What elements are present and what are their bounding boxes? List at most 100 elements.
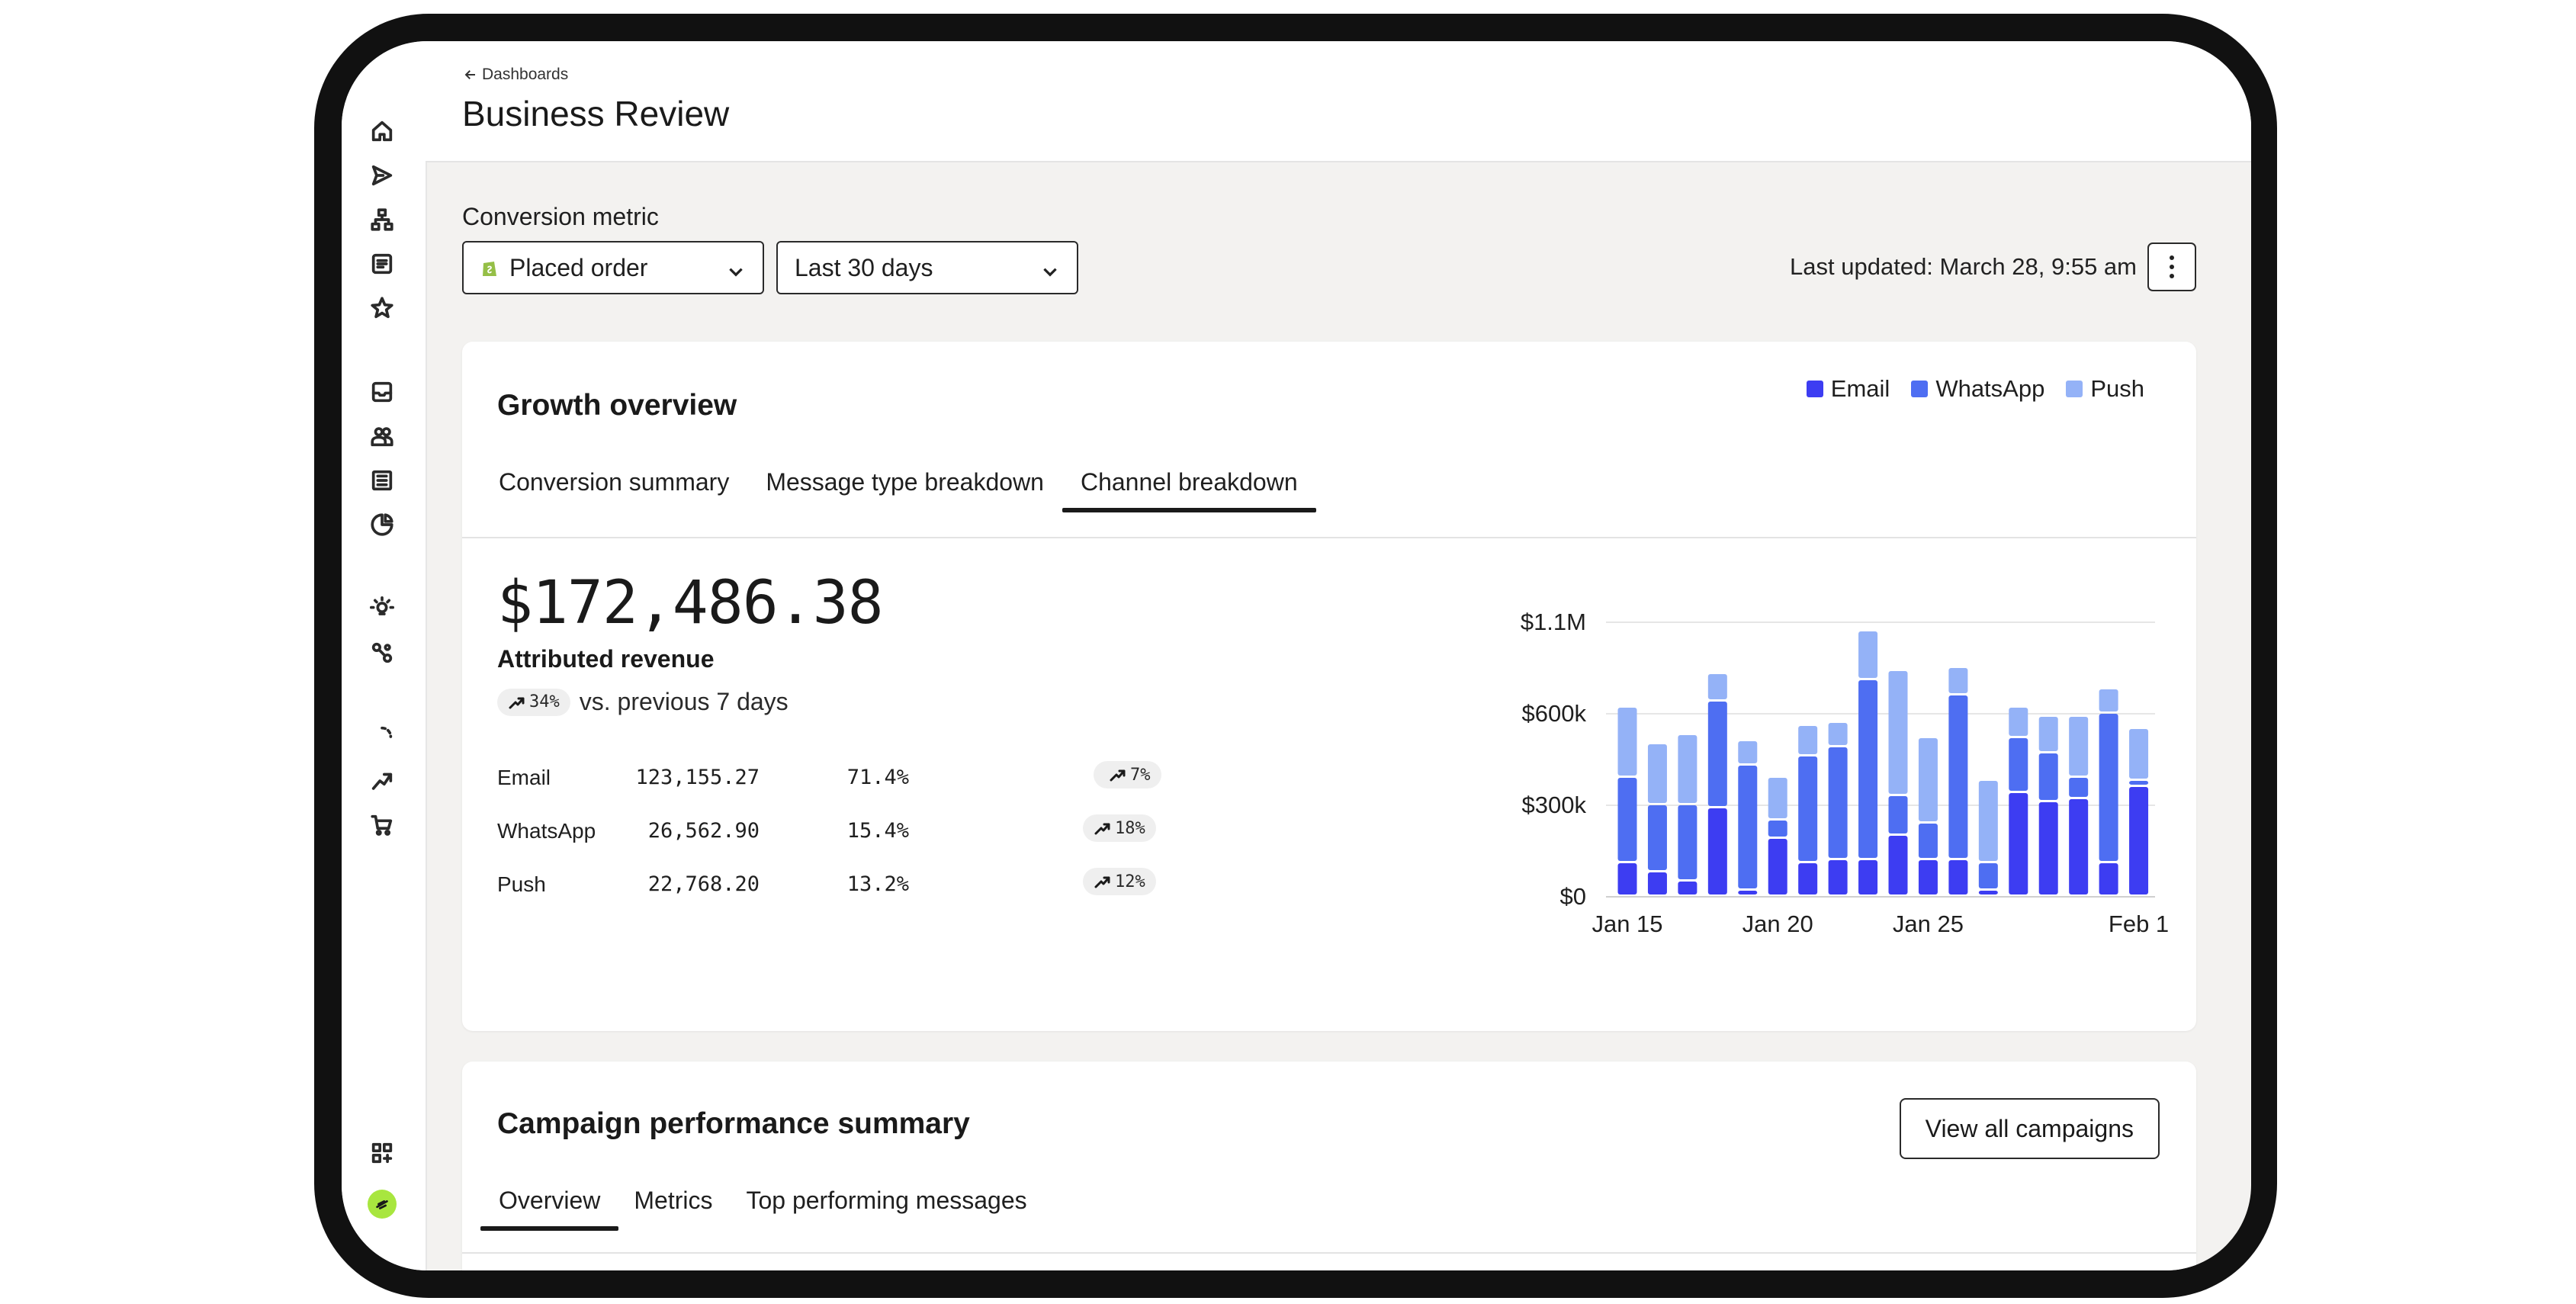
- cart-icon[interactable]: [367, 810, 397, 840]
- bar-segment-push: [1738, 741, 1758, 763]
- channel-change-badge: 18%: [1083, 814, 1156, 842]
- bar-segment-push: [1948, 668, 1968, 693]
- bar-segment-push: [1678, 735, 1698, 803]
- campaign-performance-title: Campaign performance summary: [497, 1107, 970, 1140]
- inbox-icon[interactable]: [367, 377, 397, 407]
- tab-channel-breakdown[interactable]: Channel breakdown: [1062, 454, 1316, 512]
- audience-icon[interactable]: [367, 421, 397, 451]
- bar-segment-whatsapp: [1828, 747, 1848, 858]
- trend-up-icon: [1110, 769, 1126, 782]
- analytics-pie-icon[interactable]: [367, 509, 397, 540]
- tab-message-type-breakdown[interactable]: Message type breakdown: [766, 468, 1044, 496]
- insights-bulb-icon[interactable]: [367, 593, 397, 624]
- channel-name: Push: [497, 872, 546, 896]
- page-header: Dashboards Business Review: [426, 41, 2251, 162]
- legend-item-push: Push: [2066, 375, 2144, 403]
- apps-grid-icon[interactable]: [367, 1138, 397, 1168]
- bar-segment-push: [1918, 738, 1938, 821]
- content-icon[interactable]: [367, 465, 397, 496]
- bar-segment-whatsapp: [1858, 680, 1878, 858]
- tab-conversion-summary[interactable]: Conversion summary: [499, 468, 730, 496]
- bar-segment-whatsapp: [1617, 778, 1637, 861]
- bar-segment-whatsapp: [2069, 778, 2089, 797]
- brand-logo-icon: [376, 1200, 388, 1209]
- breadcrumb[interactable]: Dashboards: [464, 66, 568, 84]
- chart-legend: Email WhatsApp Push: [1806, 375, 2144, 403]
- bar-segment-whatsapp: [1948, 695, 1968, 858]
- bar-segment-email: [2009, 793, 2028, 894]
- bar-segment-email: [1647, 872, 1667, 894]
- tabs-divider: [462, 537, 2196, 538]
- metric-select[interactable]: Placed order: [462, 241, 764, 294]
- bar-segment-whatsapp: [1678, 805, 1698, 879]
- y-tick-label: $0: [1560, 883, 1586, 910]
- revenue-change-row: 34% vs. previous 7 days: [497, 688, 789, 716]
- bar-segment-email: [2069, 799, 2089, 894]
- bar-segment-push: [1768, 778, 1787, 818]
- bar-segment-push: [1828, 723, 1848, 745]
- chevron-down-icon: [726, 259, 746, 279]
- chart-svg: $0 $300k $600k $1.1M Jan 15 Jan 20 Jan 25 Feb 1: [1521, 609, 2169, 937]
- trend-up-icon: [1094, 876, 1110, 888]
- bar-segment-whatsapp: [1798, 756, 1818, 861]
- channel-share: 71.4%: [846, 766, 909, 789]
- bar-segment-email: [1978, 891, 1998, 894]
- channel-change-value: 7%: [1130, 765, 1151, 785]
- tab-overview[interactable]: Overview: [480, 1173, 619, 1231]
- bar-segment-push: [1798, 726, 1818, 754]
- attributed-revenue-value: $172,486.38: [497, 569, 884, 638]
- growth-overview-title: Growth overview: [497, 389, 737, 422]
- channel-change-value: 12%: [1115, 872, 1145, 891]
- legend-swatch: [1911, 381, 1929, 397]
- tablet-screen: Dashboards Business Review Conversion me…: [342, 41, 2251, 1270]
- trend-icon[interactable]: [367, 766, 397, 796]
- y-tick-label: $300k: [1522, 792, 1587, 818]
- bar-segment-whatsapp: [1978, 863, 1998, 888]
- bar-segment-push: [2099, 689, 2118, 711]
- bar-segment-push: [1978, 781, 1998, 861]
- channel-change-badge: 12%: [1083, 868, 1156, 895]
- integrations-icon[interactable]: [367, 638, 397, 668]
- chevron-down-icon: [1040, 259, 1060, 279]
- bar-segment-push: [2129, 729, 2149, 779]
- page-title: Business Review: [462, 94, 730, 133]
- bar-segment-whatsapp: [1768, 821, 1787, 837]
- channel-change-badge: 7%: [1094, 761, 1161, 789]
- legend-item-whatsapp: WhatsApp: [1911, 375, 2044, 403]
- channel-row-email: Email 123,155.27 71.4% 7%: [497, 761, 1184, 792]
- bar-segment-whatsapp: [1918, 824, 1938, 858]
- campaign-tabs: Overview Metrics Top performing messages: [480, 1173, 1045, 1231]
- shopify-icon: [483, 262, 496, 276]
- view-all-campaigns-button[interactable]: View all campaigns: [1899, 1098, 2160, 1159]
- y-tick-label: $1.1M: [1521, 609, 1586, 635]
- bar-segment-email: [1918, 860, 1938, 894]
- tab-top-performing-messages[interactable]: Top performing messages: [746, 1187, 1027, 1214]
- channel-value: 26,562.90: [647, 819, 760, 843]
- growth-tabs: Conversion summary Message type breakdow…: [480, 454, 1316, 512]
- account-avatar[interactable]: [368, 1190, 397, 1219]
- bar-segment-whatsapp: [1738, 766, 1758, 888]
- more-options-button[interactable]: [2147, 242, 2196, 291]
- list-icon[interactable]: [367, 249, 397, 279]
- channel-row-whatsapp: WhatsApp 26,562.90 15.4% 18%: [497, 814, 1184, 845]
- date-range-value: Last 30 days: [795, 253, 933, 281]
- bar-segment-whatsapp: [2129, 781, 2149, 785]
- bar-segment-email: [1948, 860, 1968, 894]
- x-tick-label: Jan 15: [1592, 911, 1662, 937]
- date-range-select[interactable]: Last 30 days: [776, 241, 1078, 294]
- bar-segment-email: [1768, 839, 1787, 894]
- bar-segment-whatsapp: [1888, 796, 1908, 833]
- breadcrumb-label: Dashboards: [482, 66, 569, 83]
- channel-change-value: 18%: [1115, 818, 1145, 838]
- home-icon[interactable]: [367, 116, 397, 146]
- bar-segment-email: [2129, 787, 2149, 894]
- flows-icon[interactable]: [367, 204, 397, 235]
- x-tick-label: Jan 20: [1742, 911, 1813, 937]
- tab-metrics[interactable]: Metrics: [634, 1187, 713, 1214]
- conversion-metric-label: Conversion metric: [462, 203, 659, 230]
- star-icon[interactable]: [367, 293, 397, 323]
- send-icon[interactable]: [367, 160, 397, 191]
- bar-segment-push: [1647, 744, 1667, 803]
- bar-segment-push: [1617, 708, 1637, 776]
- legend-label: WhatsApp: [1935, 375, 2045, 402]
